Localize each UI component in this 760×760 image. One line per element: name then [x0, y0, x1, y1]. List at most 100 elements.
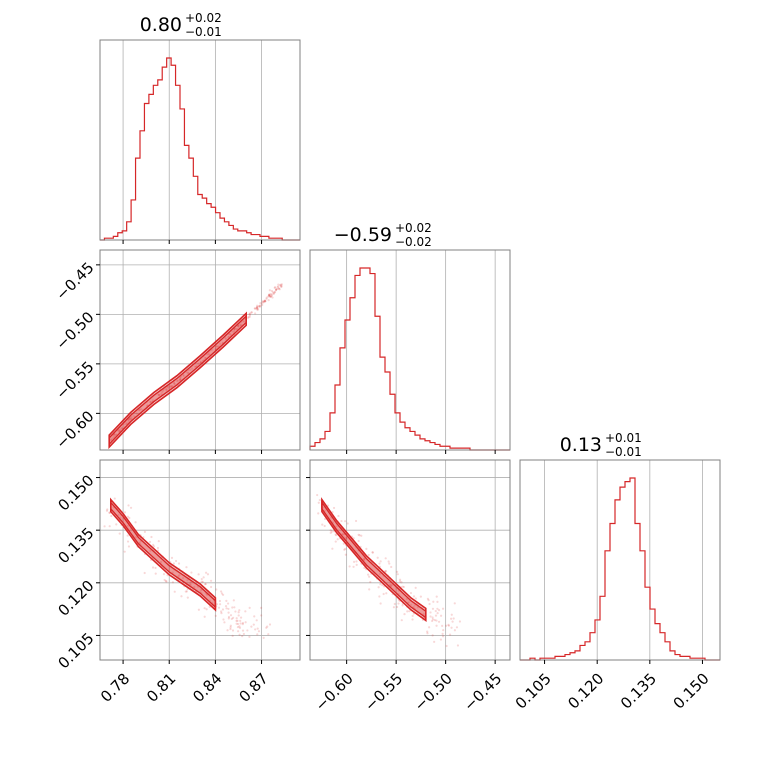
sample-point — [414, 586, 417, 589]
sample-point — [277, 283, 280, 286]
sample-point — [337, 514, 340, 518]
panel-title-lower: −0.01 — [605, 445, 642, 459]
sample-point — [185, 371, 188, 374]
sample-point — [428, 602, 431, 606]
sample-point — [396, 570, 399, 573]
sample-point — [260, 606, 263, 609]
panel-1-0: −0.60−0.55 −0.50−0.45 — [52, 249, 301, 454]
sample-point — [334, 533, 337, 536]
sample-point — [452, 617, 455, 620]
sample-point — [262, 301, 265, 304]
sample-point — [237, 622, 240, 626]
sample-point — [401, 585, 404, 588]
sample-point — [447, 623, 450, 626]
sample-point — [130, 415, 133, 419]
sample-point — [458, 620, 462, 623]
sample-point — [400, 581, 403, 584]
sample-point — [271, 296, 274, 299]
sample-point — [434, 609, 437, 613]
sample-point — [247, 315, 250, 318]
sample-point — [267, 295, 270, 298]
histogram-0 — [100, 57, 300, 241]
sample-point — [441, 635, 445, 638]
sample-point — [244, 610, 247, 613]
sample-point — [233, 329, 236, 332]
sample-point — [128, 516, 131, 520]
panel-title-upper: +0.01 — [605, 431, 642, 445]
sample-point — [123, 550, 126, 553]
sample-point — [400, 619, 403, 622]
sample-point — [236, 619, 239, 622]
sample-point — [130, 417, 133, 420]
sample-point — [218, 603, 222, 606]
sample-point — [258, 304, 262, 307]
density-contour-0 — [110, 497, 217, 612]
sample-point — [241, 621, 245, 625]
panel-2-0: 0.78 0.81 0.84 0.87 0.105 0.120 0.135 0.150 — [54, 459, 301, 706]
sample-point — [379, 560, 382, 563]
sample-point — [344, 547, 347, 551]
sample-point — [220, 610, 223, 613]
sample-point — [263, 300, 267, 303]
sample-point — [261, 302, 264, 305]
sample-point — [268, 294, 271, 297]
sample-point — [149, 400, 152, 404]
sample-point — [318, 498, 321, 502]
density-contour-1 — [110, 500, 217, 609]
sample-point — [411, 618, 414, 621]
sample-point — [204, 571, 208, 574]
sample-point — [175, 379, 179, 383]
sample-point — [441, 624, 444, 628]
sample-point — [321, 523, 324, 526]
sample-point — [447, 624, 450, 627]
sample-point — [440, 614, 443, 617]
sample-point — [257, 305, 260, 308]
sample-point — [129, 418, 132, 421]
x-tick-label: −0.60 — [312, 670, 357, 715]
sample-point — [135, 536, 138, 539]
sample-point — [224, 336, 227, 340]
sample-point — [140, 407, 143, 411]
panel-content — [316, 493, 462, 648]
sample-point — [396, 573, 399, 576]
sample-point — [126, 515, 130, 518]
sample-point — [278, 284, 282, 287]
sample-point — [126, 540, 130, 543]
sample-point — [381, 583, 384, 587]
sample-point — [229, 333, 232, 336]
sample-point — [108, 511, 111, 514]
sample-point — [219, 590, 223, 593]
sample-point — [419, 595, 422, 598]
sample-point — [218, 599, 222, 603]
y-tick-label: −0.55 — [52, 358, 97, 403]
sample-point — [176, 379, 180, 382]
sample-point — [248, 313, 252, 317]
sample-point — [432, 600, 435, 603]
sample-point — [167, 386, 170, 390]
sample-point — [263, 299, 267, 303]
sample-point — [428, 626, 431, 629]
sample-point — [165, 389, 168, 392]
sample-point — [239, 616, 243, 619]
sample-point — [382, 592, 385, 596]
sample-point — [264, 299, 267, 303]
sample-point — [178, 379, 182, 382]
sample-point — [433, 618, 436, 622]
sample-point — [411, 614, 414, 617]
sample-point — [445, 624, 448, 627]
sample-point — [270, 294, 273, 297]
sample-point — [275, 287, 279, 291]
sample-point — [248, 312, 251, 316]
sample-point — [182, 374, 185, 378]
sample-point — [451, 620, 454, 623]
sample-point — [427, 599, 430, 602]
sample-point — [110, 438, 113, 441]
sample-point — [360, 534, 363, 537]
sample-point — [377, 586, 380, 589]
sample-point — [172, 562, 175, 565]
sample-point — [250, 311, 253, 314]
sample-point — [329, 529, 332, 532]
sample-point — [184, 590, 187, 593]
sample-point — [239, 619, 242, 622]
sample-point — [215, 345, 218, 348]
